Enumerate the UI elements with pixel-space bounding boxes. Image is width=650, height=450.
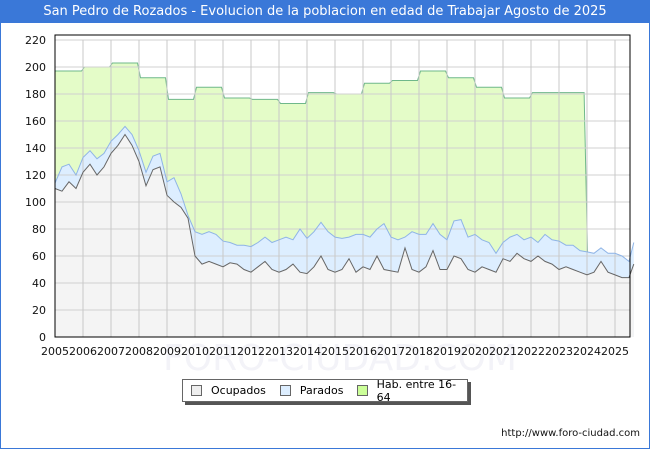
x-tick-label: 2006 (69, 345, 97, 358)
y-tick-label: 40 (32, 277, 46, 290)
legend-item-hab: Hab. entre 16-64 (357, 378, 461, 404)
y-tick-label: 100 (25, 196, 46, 209)
y-tick-label: 120 (25, 169, 46, 182)
x-tick-label: 2024 (573, 345, 601, 358)
y-tick-label: 0 (39, 331, 46, 344)
x-tick-label: 2021 (489, 345, 517, 358)
source-url: http://www.foro-ciudad.com (501, 428, 640, 439)
swatch-ocupados (191, 385, 202, 396)
y-tick-label: 20 (32, 304, 46, 317)
legend-label-hab: Hab. entre 16-64 (376, 377, 457, 404)
x-tick-label: 2019 (433, 345, 461, 358)
chart-legend: Ocupados Parados Hab. entre 16-64 (182, 378, 468, 404)
x-tick-label: 2018 (405, 345, 433, 358)
x-tick-label: 2010 (181, 345, 209, 358)
y-tick-label: 80 (32, 223, 46, 236)
x-tick-label: 2017 (377, 345, 405, 358)
x-tick-label: 2020 (461, 345, 489, 358)
swatch-hab (357, 385, 368, 396)
x-tick-label: 2023 (545, 345, 573, 358)
x-tick-label: 2013 (265, 345, 293, 358)
legend-label-parados: Parados (299, 384, 344, 397)
legend-item-parados: Parados (279, 384, 344, 397)
x-tick-label: 2015 (321, 345, 349, 358)
y-tick-label: 180 (25, 88, 46, 101)
x-tick-label: 2007 (97, 345, 125, 358)
plot-area (54, 34, 635, 338)
swatch-parados (279, 385, 291, 396)
x-tick-label: 2009 (153, 345, 181, 358)
watermark: FORO-CIUDAD.COM (163, 338, 517, 379)
legend-item-ocupados: Ocupados (191, 384, 266, 397)
y-tick-label: 140 (25, 142, 46, 155)
x-tick-label: 2014 (293, 345, 321, 358)
x-tick-label: 2025 (601, 345, 629, 358)
x-axis: 2005 2006 2007 2008 2009 2010 2011 2012 2013 2014… (41, 345, 629, 358)
y-tick-label: 60 (32, 250, 46, 263)
y-axis: 0 20 40 60 80 100 120 140 160 180 200 220 (25, 34, 46, 344)
x-tick-label: 2016 (349, 345, 377, 358)
x-tick-label: 2008 (125, 345, 153, 358)
y-tick-label: 200 (25, 61, 46, 74)
x-tick-label: 2011 (209, 345, 237, 358)
x-tick-label: 2022 (517, 345, 545, 358)
legend-label-ocupados: Ocupados (211, 384, 266, 397)
chart-title: San Pedro de Rozados - Evolucion de la p… (0, 0, 650, 23)
x-tick-label: 2012 (237, 345, 265, 358)
y-tick-label: 160 (25, 115, 46, 128)
y-tick-label: 220 (25, 34, 46, 47)
x-tick-label: 2005 (41, 345, 69, 358)
